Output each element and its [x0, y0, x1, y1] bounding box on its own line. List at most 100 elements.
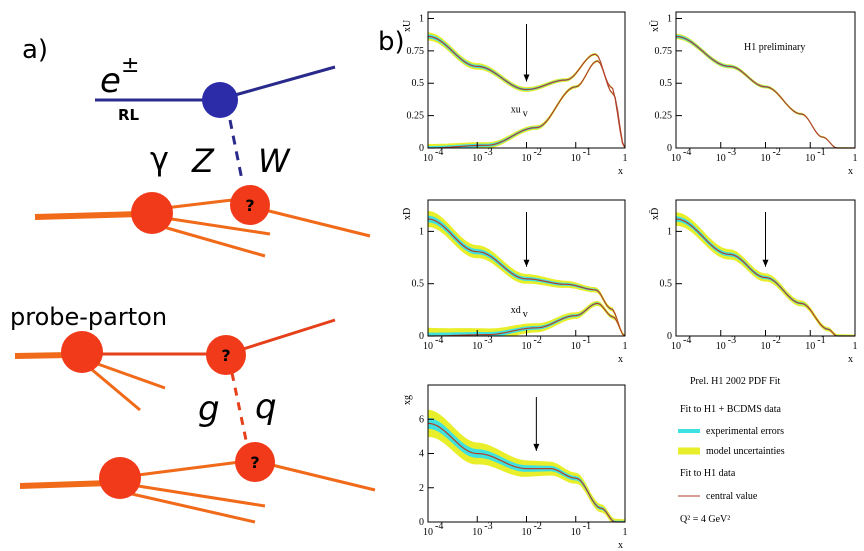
x-tick-label: 10 [472, 527, 482, 538]
central-curve [675, 218, 855, 337]
x-tick-exp: -1 [583, 335, 591, 346]
x-tick-exp: -4 [435, 521, 443, 532]
x-tick-label: 1 [623, 341, 628, 352]
y-tick-label: 0.25 [655, 111, 673, 122]
legend: Prel. H1 2002 PDF Fit Fit to H1 + BCDMS … [678, 376, 785, 525]
y-tick-label: 6 [419, 414, 424, 425]
annotation: H1 preliminary [744, 42, 805, 53]
y-tick-label: 0.75 [407, 46, 425, 57]
legend-entry: experimental errors [706, 426, 784, 437]
curve-label: xd [511, 305, 521, 316]
x-tick-exp: -2 [534, 335, 542, 346]
y-tick-label: 0 [419, 517, 424, 528]
curve-label: xu [511, 105, 521, 116]
x-tick-label: 10 [472, 341, 482, 352]
y-tick-label: 0.5 [660, 279, 673, 290]
x-tick-label: 10 [671, 153, 681, 164]
charge: ± [121, 53, 139, 78]
unknown: ? [250, 453, 259, 472]
curve-label-sub: v [523, 309, 528, 320]
y-label: xU [402, 19, 413, 32]
x-tick-exp: -3 [728, 147, 736, 158]
x-tick-label: 10 [571, 153, 581, 164]
y-label: xŪ [649, 19, 661, 32]
y-tick-label: 1 [419, 226, 424, 237]
vertex [61, 331, 103, 373]
hadron-1 [34, 198, 371, 258]
uncertainty-band [428, 210, 625, 336]
y-tick-label: 0.25 [407, 111, 425, 122]
helicity: RL [118, 106, 140, 124]
x-tick-exp: -2 [534, 521, 542, 532]
gluon: g [198, 389, 220, 429]
x-tick-label: 10 [761, 341, 771, 352]
uncertainty-band [428, 302, 625, 336]
vertex [99, 457, 141, 499]
boson: γ [150, 140, 169, 178]
central-curve [427, 422, 625, 523]
central-curve [428, 302, 626, 337]
vertex [131, 192, 173, 234]
x-tick-label: 1 [623, 153, 628, 164]
arrow-head [533, 443, 540, 451]
arrow-head [762, 259, 769, 267]
x-tick-label: 10 [472, 153, 482, 164]
y-tick-label: 2 [419, 483, 424, 494]
x-tick-label: 10 [571, 527, 581, 538]
vertex [235, 442, 275, 482]
y-tick-label: 1 [419, 13, 424, 24]
probe-label: probe-parton [10, 303, 167, 331]
central-curve [427, 218, 626, 337]
x-tick-exp: -2 [534, 147, 542, 158]
x-tick-label: 1 [853, 341, 858, 352]
boson-line [228, 119, 244, 181]
x-tick-exp: -1 [817, 147, 825, 158]
legend-scale: Q² = 4 GeV² [680, 514, 730, 525]
y-tick-label: 4 [419, 449, 424, 460]
legend-group: Fit to H1 + BCDMS data [680, 404, 781, 415]
lepton: e [100, 61, 121, 101]
x-tick-exp: -4 [683, 147, 691, 158]
uncertainty-band [428, 60, 625, 148]
x-tick-label: 10 [522, 341, 532, 352]
legend-entry: central value [706, 491, 758, 502]
boson: Z [191, 142, 215, 180]
x-tick-label: 10 [522, 153, 532, 164]
uncertainty-band [676, 34, 855, 148]
y-tick-label: 0.75 [655, 46, 673, 57]
lepton-line [234, 65, 336, 97]
x-label: x [848, 354, 853, 365]
y-tick-label: 0.5 [412, 279, 425, 290]
central-curve [427, 35, 626, 149]
central-curve [428, 60, 626, 149]
y-label: xD [402, 208, 413, 220]
x-label: x [618, 354, 623, 365]
x-tick-exp: -2 [773, 335, 781, 346]
y-tick-label: 0.5 [412, 78, 425, 89]
plot-frame [675, 11, 856, 149]
x-label: x [618, 166, 623, 177]
panel-label: a) [22, 35, 48, 65]
boson: W [258, 142, 291, 180]
x-tick-label: 10 [805, 341, 815, 352]
x-label: x [848, 166, 853, 177]
x-tick-exp: -1 [583, 147, 591, 158]
uncertainty-band [428, 34, 625, 148]
x-tick-exp: -2 [773, 147, 781, 158]
uncertainty-band [676, 216, 855, 336]
y-label: xg [402, 395, 413, 405]
y-tick-label: 0 [667, 143, 672, 154]
x-tick-label: 10 [671, 341, 681, 352]
x-tick-label: 10 [571, 341, 581, 352]
vertex [202, 82, 238, 118]
unknown: ? [245, 196, 254, 215]
x-tick-label: 10 [716, 153, 726, 164]
y-tick-label: 1 [667, 13, 672, 24]
x-tick-exp: -4 [435, 147, 443, 158]
